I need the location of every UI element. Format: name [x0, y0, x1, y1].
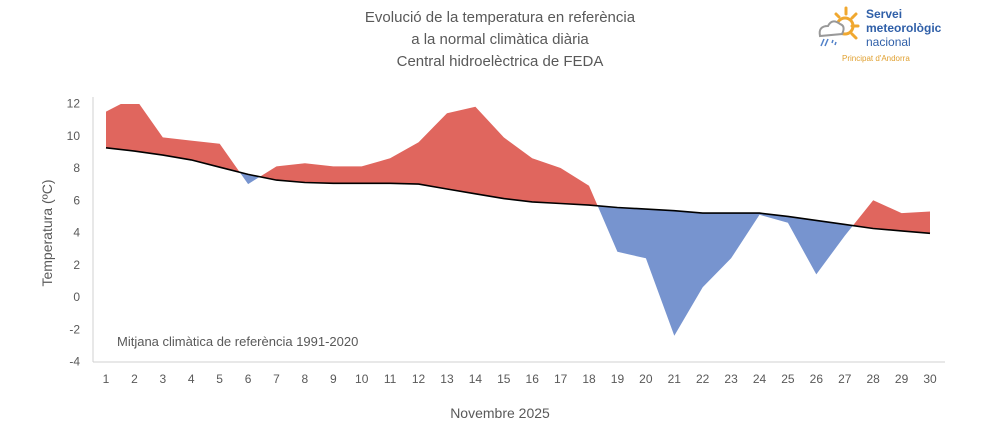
x-tick-label: 4 — [188, 372, 195, 386]
y-tick-label: 2 — [73, 258, 80, 272]
x-tick-label: 15 — [497, 372, 511, 386]
above-normal-area — [106, 104, 930, 234]
x-tick-label: 12 — [412, 372, 426, 386]
x-tick-label: 27 — [838, 372, 852, 386]
x-tick-label: 9 — [330, 372, 337, 386]
x-tick-label: 11 — [384, 372, 397, 386]
y-tick-label: 12 — [67, 97, 81, 111]
x-axis-label: Novembre 2025 — [450, 405, 550, 421]
x-tick-label: 22 — [696, 372, 710, 386]
normal-line — [105, 147, 931, 235]
x-tick-label: 1 — [103, 372, 110, 386]
x-tick-label: 6 — [245, 372, 252, 386]
logo-line-1: Servei — [866, 7, 903, 21]
x-tick-label: 25 — [781, 372, 795, 386]
x-tick-label: 18 — [582, 372, 596, 386]
y-tick-label: -2 — [69, 322, 80, 336]
x-tick-label: 14 — [469, 372, 483, 386]
x-tick-label: 29 — [895, 372, 909, 386]
chart-title-line-2: a la normal climàtica diària — [411, 31, 589, 48]
chart-title-line-3: Central hidroelèctrica de FEDA — [396, 53, 604, 70]
below-normal-area — [106, 147, 930, 336]
x-tick-label: 3 — [159, 372, 166, 386]
y-axis-label: Temperatura (ºC) — [39, 179, 55, 286]
x-tick-label: 10 — [355, 372, 369, 386]
x-tick-label: 17 — [554, 372, 568, 386]
y-tick-label: 6 — [73, 193, 80, 207]
annotation: Mitjana climàtica de referència 1991-202… — [117, 334, 358, 349]
logo-subtitle: Principat d'Andorra — [842, 54, 910, 63]
y-tick-label: 8 — [73, 161, 80, 175]
y-tick-label: 0 — [73, 290, 80, 304]
x-tick-label: 5 — [216, 372, 223, 386]
x-tick-label: 7 — [273, 372, 280, 386]
x-tick-label: 26 — [810, 372, 824, 386]
x-tick-label: 8 — [302, 372, 309, 386]
logo: Servei meteorològic nacional Principat d… — [812, 6, 942, 66]
x-tick-label: 2 — [131, 372, 138, 386]
x-tick-label: 23 — [724, 372, 738, 386]
x-tick-label: 30 — [923, 372, 937, 386]
x-tick-label: 21 — [668, 372, 682, 386]
x-tick-label: 16 — [526, 372, 540, 386]
y-tick-label: -4 — [69, 355, 80, 369]
x-tick-label: 20 — [639, 372, 653, 386]
chart-title-line-1: Evolució de la temperatura en referència — [364, 9, 636, 26]
x-tick-label: 19 — [611, 372, 625, 386]
x-tick-label: 28 — [866, 372, 880, 386]
sun-cloud-icon — [818, 6, 860, 47]
x-tick-label: 24 — [753, 372, 767, 386]
logo-line-3: nacional — [866, 35, 911, 49]
y-tick-label: 4 — [73, 226, 80, 240]
x-tick-label: 13 — [440, 372, 454, 386]
logo-line-2: meteorològic — [866, 21, 942, 35]
y-tick-label: 10 — [67, 129, 81, 143]
